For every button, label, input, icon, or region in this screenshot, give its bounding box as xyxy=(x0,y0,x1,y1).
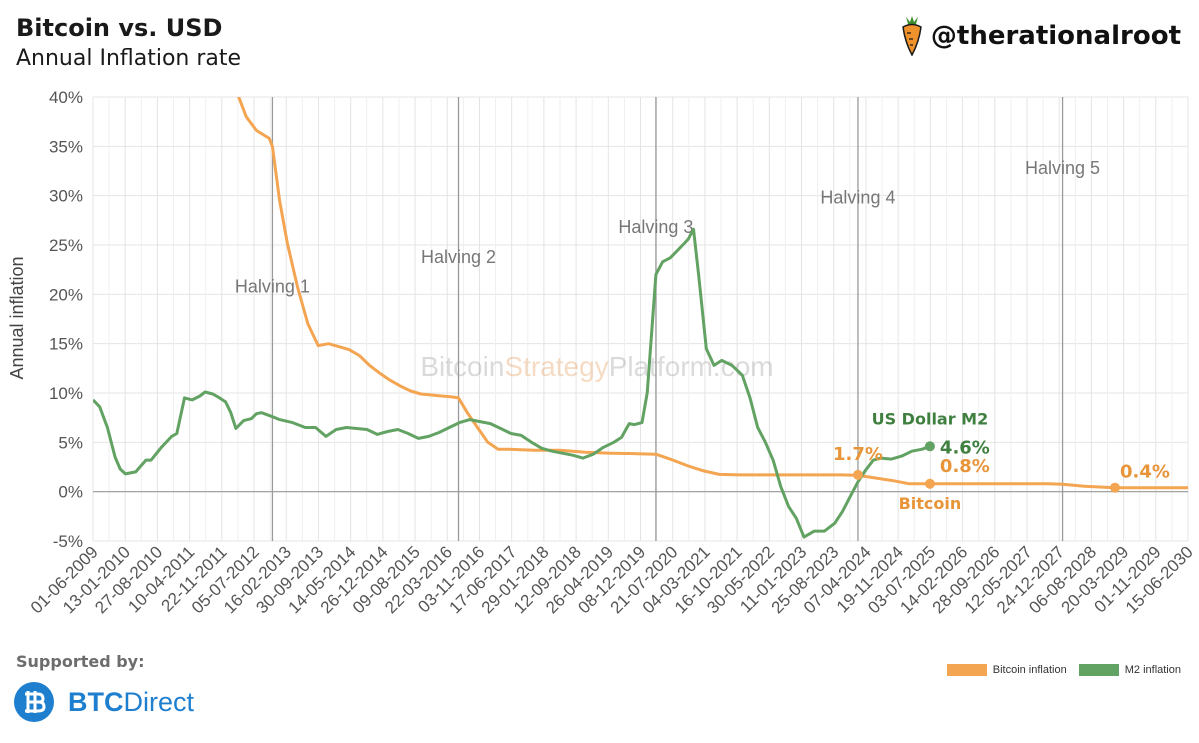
y-tick-label: 15% xyxy=(49,335,83,354)
author-handle[interactable]: @therationalroot xyxy=(899,16,1181,56)
y-tick-label: 10% xyxy=(49,384,83,403)
chart-subtitle: Annual Inflation rate xyxy=(16,46,242,71)
watermark-part-2: Strategy xyxy=(504,351,608,382)
halvings: Halving 1 Halving 2 Halving 3 Halving 4 Halv… xyxy=(235,97,1100,541)
legend-swatch-bitcoin xyxy=(946,664,987,676)
bitcoin-series-label: Bitcoin xyxy=(899,494,962,513)
halving-label: Halving 3 xyxy=(618,217,693,237)
watermark: BitcoinStrategyPlatform.com xyxy=(420,351,773,382)
bitcoin-future-marker xyxy=(1110,482,1120,493)
halving-label: Halving 5 xyxy=(1025,158,1100,178)
halving-label: Halving 1 xyxy=(235,276,310,296)
btcdirect-wordmark: BTCDirect xyxy=(68,687,194,718)
watermark-part-3: Platform.com xyxy=(609,351,774,382)
btcdirect-logo-icon xyxy=(14,682,54,722)
brand-rest: Direct xyxy=(123,686,195,717)
inflation-chart: BitcoinStrategyPlatform.com Halving 1Hal… xyxy=(7,88,1197,617)
y-tick-label: 25% xyxy=(49,236,83,255)
annotations: 1.7% 0.8% 0.4% 4.6% US Dollar M2 Bitcoin xyxy=(833,409,1170,512)
halving-label: Halving 4 xyxy=(820,188,895,208)
bitcoin-0-8-label: 0.8% xyxy=(940,456,990,477)
y-axis-label: Annual inflation xyxy=(7,256,27,379)
m2-4-6-label: 4.6% xyxy=(940,437,990,458)
chart-legend: Bitcoin inflation M2 inflation xyxy=(946,664,1181,676)
watermark-part-1: Bitcoin xyxy=(420,351,504,382)
carrot-icon xyxy=(902,16,922,56)
grid xyxy=(92,96,1189,542)
chart-title: Bitcoin vs. USD xyxy=(16,14,223,42)
supported-by-label: Supported by: xyxy=(16,652,145,671)
bitcoin-1-7-label: 1.7% xyxy=(833,444,883,465)
handle-text: @therationalroot xyxy=(930,21,1181,51)
brand-bold: BTC xyxy=(68,686,124,717)
legend-item-m2[interactable]: M2 inflation xyxy=(1078,664,1181,676)
m2-inflation-line xyxy=(93,227,931,539)
y-tick-label: 0% xyxy=(58,483,83,502)
legend-item-bitcoin[interactable]: Bitcoin inflation xyxy=(946,664,1067,676)
m2-current-marker xyxy=(924,441,935,452)
bitcoin-inflation-line xyxy=(237,97,1188,490)
bitcoin-halving4-marker xyxy=(852,469,863,480)
y-tick-label: -5% xyxy=(53,532,83,551)
series xyxy=(93,97,1188,539)
btcdirect-logo[interactable]: BTCDirect xyxy=(12,680,194,724)
y-tick-label: 40% xyxy=(49,88,83,107)
y-tick-label: 20% xyxy=(49,285,83,304)
bitcoin-0-4-label: 0.4% xyxy=(1120,462,1170,483)
halving-label: Halving 2 xyxy=(421,247,496,267)
y-tick-label: 5% xyxy=(58,433,83,452)
m2-series-label: US Dollar M2 xyxy=(872,409,989,428)
bitcoin-current-marker xyxy=(924,478,935,489)
y-tick-label: 30% xyxy=(49,187,83,206)
legend-label-bitcoin: Bitcoin inflation xyxy=(992,664,1067,676)
legend-swatch-m2 xyxy=(1078,664,1119,676)
legend-label-m2: M2 inflation xyxy=(1124,664,1181,676)
y-tick-label: 35% xyxy=(49,137,83,156)
